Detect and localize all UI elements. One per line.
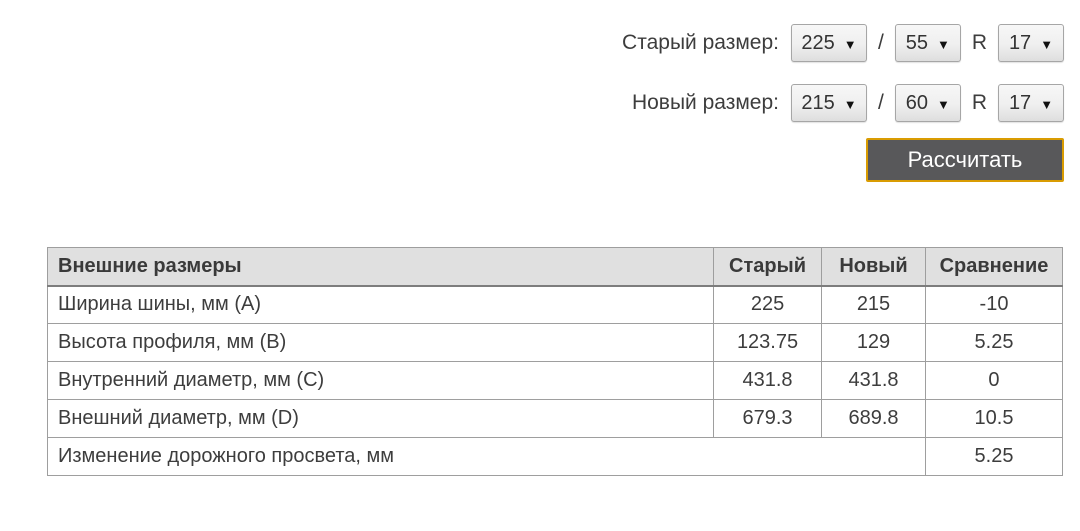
row-label: Внешний диаметр, мм (D) xyxy=(46,399,715,438)
row-label: Высота профиля, мм (B) xyxy=(46,323,715,362)
header-comparison: Сравнение xyxy=(924,247,1064,287)
table-footer-row: Изменение дорожного просвета, мм 5.25 xyxy=(47,437,1064,476)
row-diff-value: 10.5 xyxy=(924,399,1064,438)
row-old-value: 679.3 xyxy=(713,399,823,438)
table-header-row: Внешние размеры Старый Новый Сравнение xyxy=(46,247,1064,287)
old-aspect-value: 55 xyxy=(905,31,929,54)
row-diff-value: -10 xyxy=(924,285,1064,324)
old-size-label: Старый размер: xyxy=(622,31,779,54)
header-new: Новый xyxy=(821,247,926,287)
calculate-button-row: Рассчитать xyxy=(866,138,1064,182)
header-old: Старый xyxy=(713,247,823,287)
old-width-select[interactable]: 225 ▼ xyxy=(790,24,867,62)
chevron-down-icon: ▼ xyxy=(1040,96,1054,112)
radius-label: R xyxy=(971,91,987,114)
new-aspect-value: 60 xyxy=(905,91,929,114)
table-row: Ширина шины, мм (A) 225 215 -10 xyxy=(46,285,1064,324)
new-width-select[interactable]: 215 ▼ xyxy=(790,84,867,122)
old-aspect-select[interactable]: 55 ▼ xyxy=(894,24,961,62)
chevron-down-icon: ▼ xyxy=(1040,36,1054,52)
row-diff-value: 0 xyxy=(924,361,1064,400)
old-diameter-value: 17 xyxy=(1008,31,1032,54)
header-dimensions: Внешние размеры xyxy=(46,247,715,287)
chevron-down-icon: ▼ xyxy=(843,36,857,52)
footer-diff-value: 5.25 xyxy=(924,437,1064,476)
new-diameter-value: 17 xyxy=(1008,91,1032,114)
row-new-value: 689.8 xyxy=(821,399,926,438)
new-diameter-select[interactable]: 17 ▼ xyxy=(998,84,1064,122)
row-new-value: 129 xyxy=(821,323,926,362)
row-label: Внутренний диаметр, мм (C) xyxy=(46,361,715,400)
comparison-table: Внешние размеры Старый Новый Сравнение Ш… xyxy=(46,247,1064,476)
old-size-row: Старый размер: 225 ▼ / 55 ▼ R 17 ▼ xyxy=(622,24,1064,62)
old-width-value: 225 xyxy=(801,31,835,54)
row-old-value: 123.75 xyxy=(713,323,823,362)
new-aspect-select[interactable]: 60 ▼ xyxy=(894,84,961,122)
size-controls: Старый размер: 225 ▼ / 55 ▼ R 17 ▼ Новый… xyxy=(622,24,1064,182)
row-old-value: 431.8 xyxy=(713,361,823,400)
row-new-value: 431.8 xyxy=(821,361,926,400)
row-diff-value: 5.25 xyxy=(924,323,1064,362)
chevron-down-icon: ▼ xyxy=(937,96,950,112)
new-size-row: Новый размер: 215 ▼ / 60 ▼ R 17 ▼ xyxy=(632,84,1064,122)
footer-label: Изменение дорожного просвета, мм xyxy=(47,437,926,476)
row-label: Ширина шины, мм (A) xyxy=(46,285,715,324)
table-row: Внешний диаметр, мм (D) 679.3 689.8 10.5 xyxy=(46,399,1064,438)
new-size-label: Новый размер: xyxy=(631,91,779,114)
radius-label: R xyxy=(971,31,987,54)
row-new-value: 215 xyxy=(821,285,926,324)
table-row: Внутренний диаметр, мм (C) 431.8 431.8 0 xyxy=(46,361,1064,400)
new-width-value: 215 xyxy=(801,91,835,114)
table-row: Высота профиля, мм (B) 123.75 129 5.25 xyxy=(46,323,1064,362)
calculate-button[interactable]: Рассчитать xyxy=(866,138,1064,182)
slash-separator: / xyxy=(877,31,884,54)
old-diameter-select[interactable]: 17 ▼ xyxy=(998,24,1064,62)
chevron-down-icon: ▼ xyxy=(843,96,857,112)
slash-separator: / xyxy=(877,91,884,114)
chevron-down-icon: ▼ xyxy=(937,36,950,52)
row-old-value: 225 xyxy=(713,285,823,324)
